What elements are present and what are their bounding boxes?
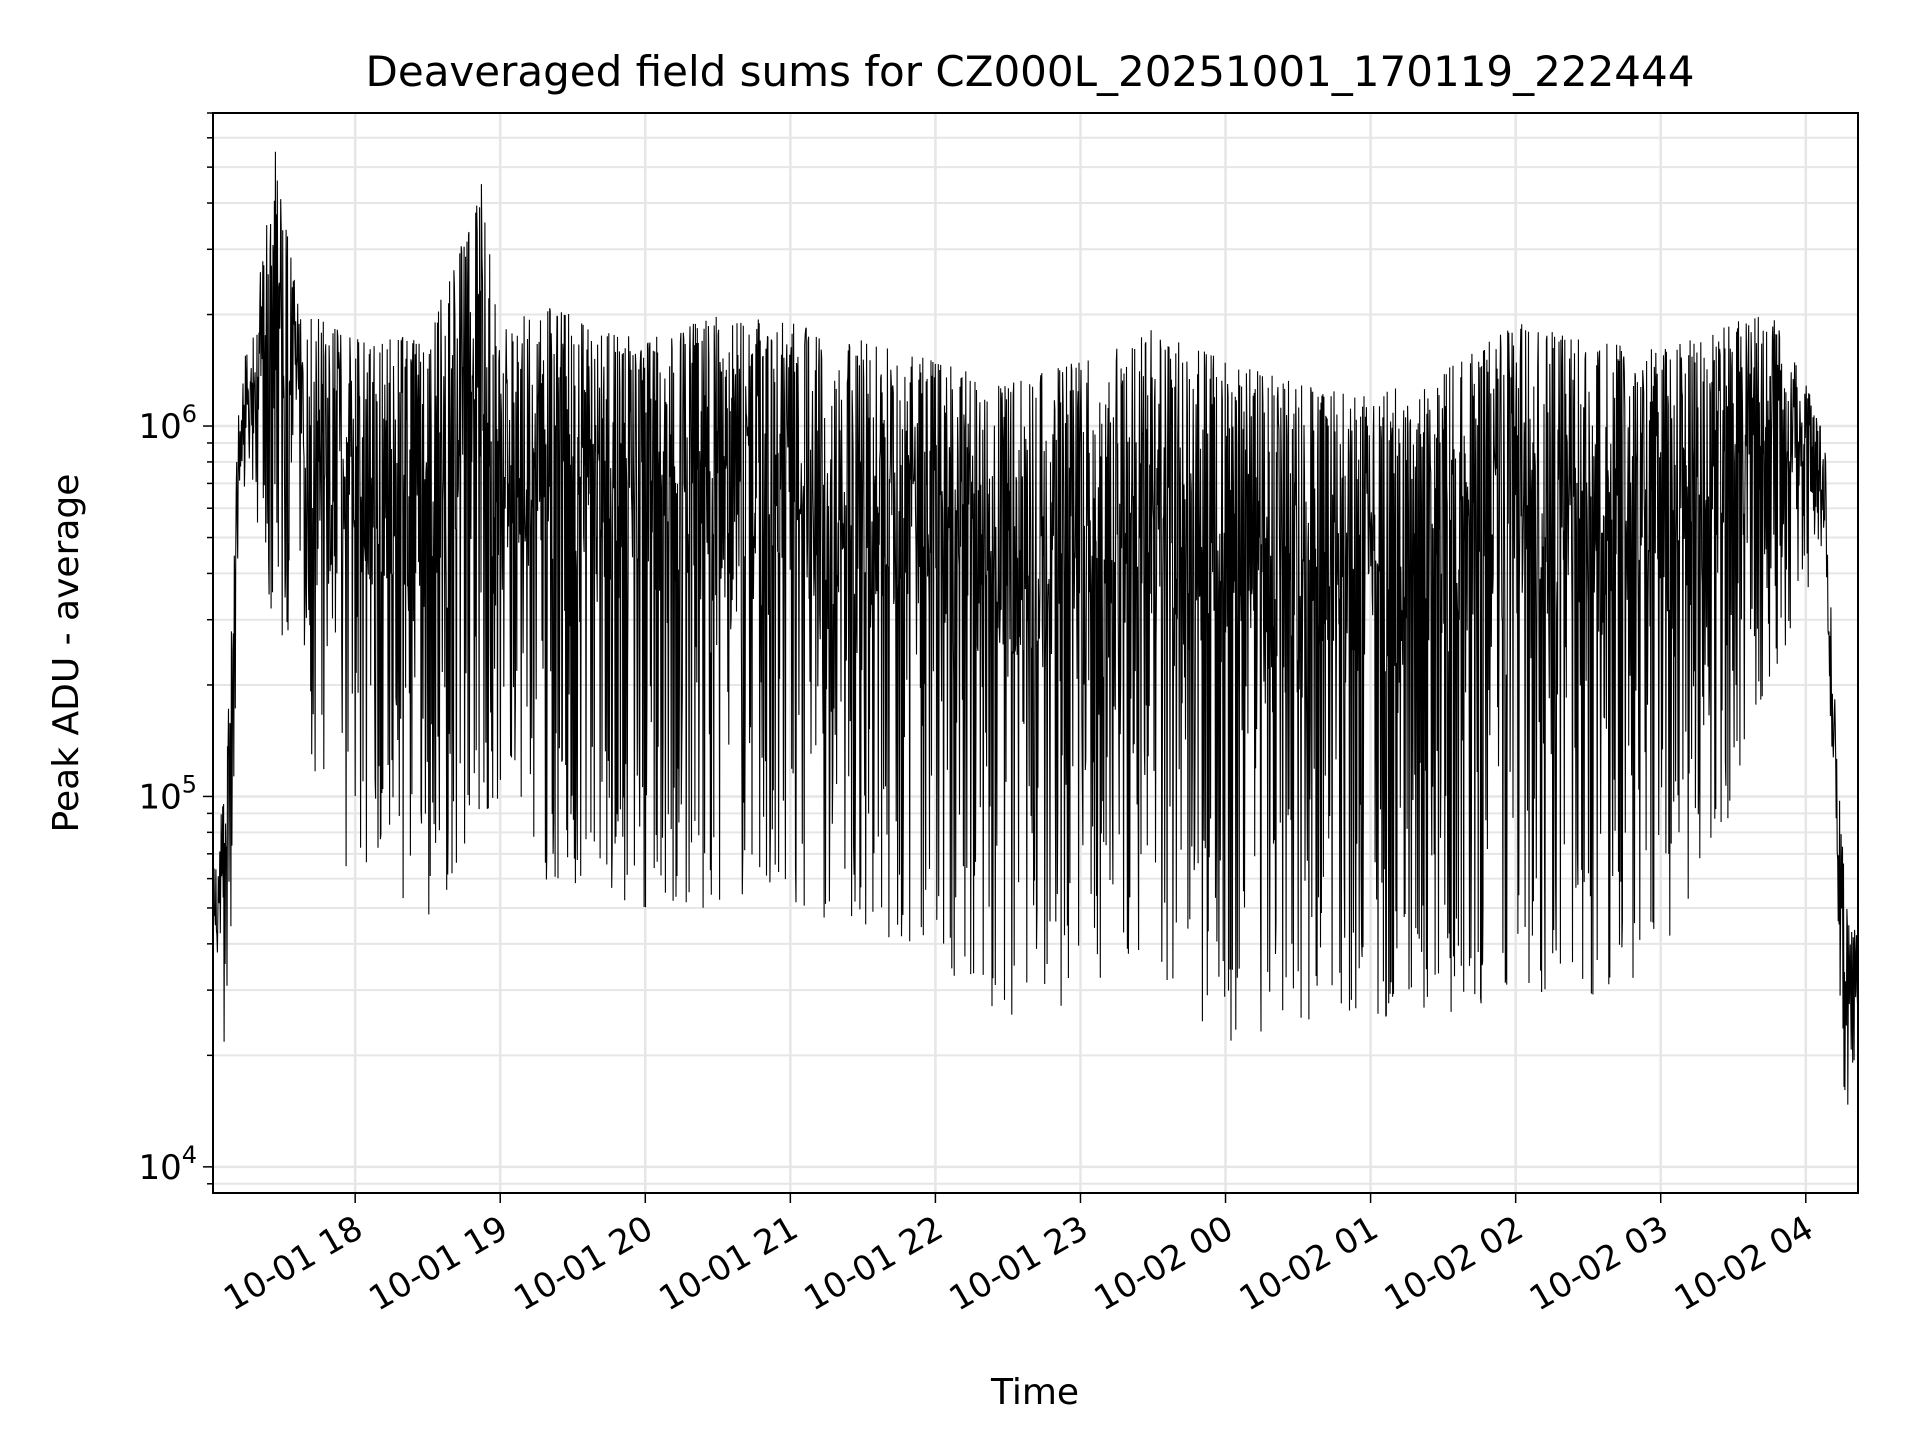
y-axis: 104 105 106: [138, 112, 213, 1188]
x-tick-label: 10-02 03: [1523, 1208, 1675, 1319]
series-line: [212, 151, 1859, 1105]
plot-frame: [212, 112, 1859, 1194]
x-tick-label: 10-01 19: [362, 1208, 514, 1319]
x-tick-label: 10-01 23: [943, 1208, 1095, 1319]
x-axis-label: Time: [990, 1372, 1079, 1413]
x-tick-label: 10-01 18: [217, 1208, 369, 1319]
chart-title: Deaveraged field sums for CZ000L_2025100…: [366, 47, 1695, 96]
x-tick-label: 10-02 00: [1088, 1208, 1240, 1319]
y-tick-label: 106: [138, 400, 197, 447]
x-tick-label: 10-02 02: [1378, 1208, 1530, 1319]
x-tick-label: 10-02 01: [1233, 1208, 1385, 1319]
x-tick-label: 10-02 04: [1668, 1208, 1820, 1319]
series-trace: [212, 151, 1859, 1105]
x-tick-label: 10-01 20: [507, 1208, 659, 1319]
y-axis-label: Peak ADU - average: [46, 474, 87, 833]
y-tick-label: 104: [138, 1141, 197, 1188]
y-tick-label: 105: [138, 770, 197, 817]
x-tick-label: 10-01 21: [652, 1208, 804, 1319]
x-tick-label: 10-01 22: [798, 1208, 950, 1319]
